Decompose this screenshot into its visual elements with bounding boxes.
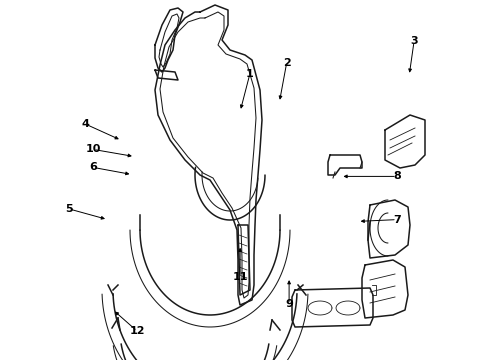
Text: 9: 9 [285, 299, 293, 309]
Text: 11: 11 [232, 272, 248, 282]
Text: 10: 10 [85, 144, 101, 154]
Text: 6: 6 [89, 162, 97, 172]
Text: 8: 8 [393, 171, 401, 181]
Text: 2: 2 [283, 58, 291, 68]
Text: 1: 1 [246, 69, 254, 79]
Text: 3: 3 [410, 36, 418, 46]
Text: 4: 4 [82, 119, 90, 129]
Text: 5: 5 [65, 204, 73, 214]
Text: 7: 7 [393, 215, 401, 225]
Text: 12: 12 [129, 326, 145, 336]
